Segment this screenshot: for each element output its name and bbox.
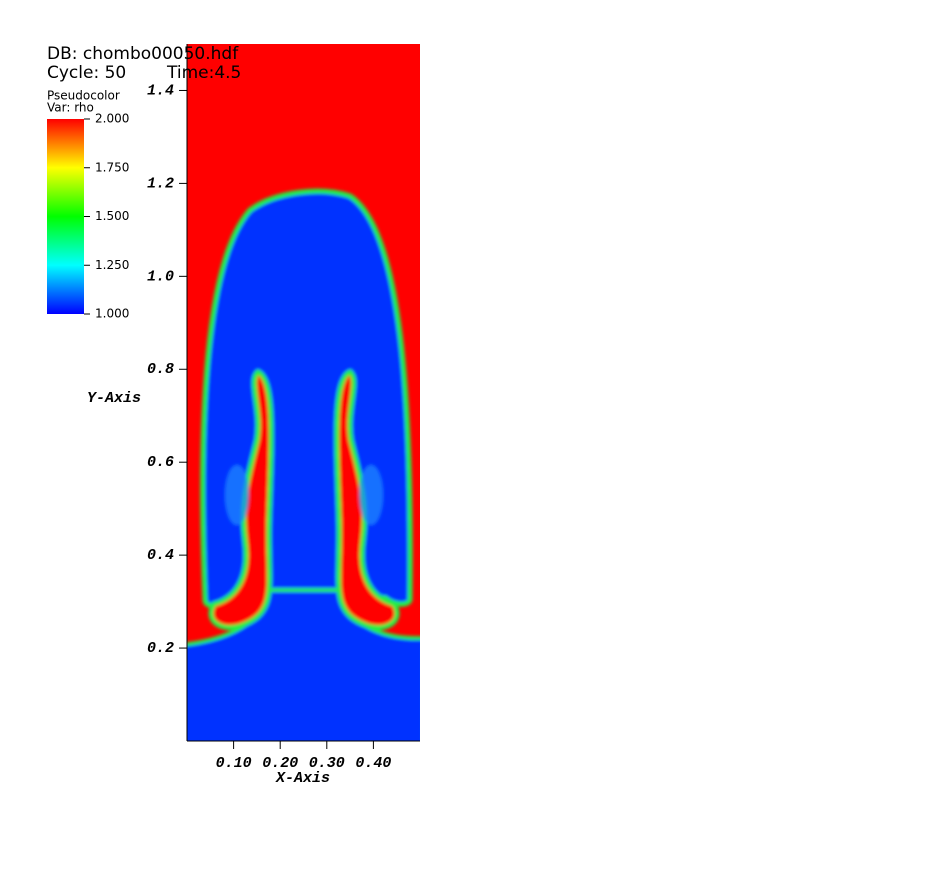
y-tick-label: 0.4	[147, 547, 174, 564]
y-tick-label: 1.2	[147, 175, 174, 192]
colorbar-label: 1.500	[95, 209, 129, 223]
y-axis-title: Y-Axis	[87, 390, 141, 407]
y-tick-label: 0.6	[147, 454, 174, 471]
variable-label: Var: rho	[47, 101, 94, 115]
y-tick-label: 0.8	[147, 361, 174, 378]
x-tick-label: 0.20	[262, 755, 298, 772]
colorbar-label: 1.750	[95, 160, 129, 174]
x-tick-label: 0.30	[309, 755, 345, 772]
colorbar-label: 2.000	[95, 112, 129, 126]
colorbar-label: 1.250	[95, 258, 129, 272]
y-tick-label: 1.0	[147, 268, 174, 285]
bubble	[200, 188, 413, 610]
colorbar	[47, 119, 84, 314]
vortex	[359, 465, 383, 525]
colorbar-label: 1.000	[95, 307, 129, 321]
x-tick-label: 0.10	[216, 755, 252, 772]
database-label: DB: chombo00050.hdf	[47, 44, 239, 64]
time-label: Time:4.5	[166, 63, 241, 83]
x-tick-label: 0.40	[355, 755, 391, 772]
y-tick-label: 0.2	[147, 640, 174, 657]
density-field	[187, 44, 420, 741]
cycle-label: Cycle: 50	[47, 63, 126, 83]
y-tick-label: 1.4	[147, 82, 174, 99]
left-finger	[208, 369, 274, 630]
right-finger	[334, 369, 400, 630]
vortex	[225, 465, 249, 525]
x-axis-title: X-Axis	[275, 770, 330, 787]
plot-type: Pseudocolor	[47, 89, 120, 103]
